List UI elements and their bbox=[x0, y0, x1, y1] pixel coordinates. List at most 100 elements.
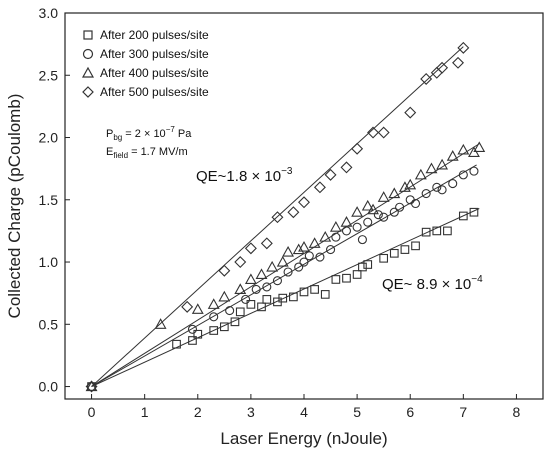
data-point-circle bbox=[251, 284, 261, 294]
data-point-circle bbox=[437, 185, 447, 195]
data-point-triangle bbox=[207, 298, 220, 309]
data-point-triangle bbox=[340, 216, 353, 227]
data-point-diamond bbox=[351, 142, 364, 155]
field-annotation: Efield = 1.7 MV/m bbox=[106, 146, 188, 160]
data-point-circle bbox=[469, 166, 479, 176]
data-point-diamond bbox=[244, 242, 257, 255]
data-point-square bbox=[458, 211, 468, 221]
data-point-circle bbox=[326, 245, 336, 255]
data-point-diamond bbox=[234, 256, 247, 269]
data-point-square bbox=[469, 207, 479, 217]
legend-label-400: After 400 pulses/site bbox=[100, 66, 209, 80]
data-point-triangle bbox=[329, 221, 342, 232]
legend-marker-square bbox=[83, 30, 93, 40]
data-point-square bbox=[363, 260, 373, 269]
qe-annotation-low: QE~ 8.9 × 10−4 bbox=[382, 274, 483, 293]
x-tick-label: 3 bbox=[247, 404, 255, 420]
data-point-triangle bbox=[436, 158, 449, 170]
data-point-diamond bbox=[404, 106, 417, 119]
y-tick-label: 2.5 bbox=[39, 67, 59, 83]
data-point-triangle bbox=[351, 206, 364, 217]
data-point-triangle bbox=[425, 162, 438, 174]
data-point-triangle bbox=[191, 303, 204, 314]
data-point-triangle bbox=[255, 268, 268, 280]
data-point-square bbox=[278, 293, 288, 303]
data-point-triangle bbox=[398, 181, 411, 192]
x-tick-label: 4 bbox=[300, 404, 308, 420]
data-point-triangle bbox=[414, 168, 427, 180]
data-point-triangle bbox=[218, 290, 231, 302]
data-point-square bbox=[219, 322, 229, 332]
data-point-square bbox=[411, 241, 420, 251]
data-point-diamond bbox=[313, 181, 326, 194]
legend-marker-circle bbox=[82, 48, 94, 60]
data-point-square bbox=[262, 295, 272, 304]
data-point-square bbox=[188, 336, 197, 345]
data-point-square bbox=[389, 248, 399, 258]
data-point-triangle bbox=[234, 283, 247, 294]
data-point-circle bbox=[357, 235, 367, 245]
data-point-diamond bbox=[367, 126, 380, 139]
data-point-square bbox=[235, 307, 245, 317]
data-point-square bbox=[299, 287, 309, 297]
data-point-triangle bbox=[388, 187, 401, 199]
data-point-circle bbox=[272, 276, 282, 286]
data-point-circle bbox=[432, 182, 442, 192]
data-point-triangle bbox=[85, 380, 98, 392]
data-point-triangle bbox=[244, 273, 257, 285]
data-point-square bbox=[257, 302, 266, 312]
fit-lines bbox=[91, 46, 480, 388]
data-point-square bbox=[209, 326, 219, 335]
data-point-triangle bbox=[276, 255, 289, 267]
data-point-circle bbox=[379, 212, 389, 222]
data-point-circle bbox=[187, 324, 198, 334]
legend: After 200 pulses/site After 300 pulses/s… bbox=[81, 28, 209, 99]
data-point-diamond bbox=[85, 380, 98, 393]
data-point-circle bbox=[341, 226, 352, 236]
x-tick-label: 0 bbox=[88, 404, 96, 420]
data-point-circle bbox=[389, 207, 399, 217]
data-point-circle bbox=[241, 294, 251, 304]
data-point-circle bbox=[209, 312, 219, 322]
data-point-square bbox=[193, 329, 203, 339]
x-tick-label: 2 bbox=[194, 404, 202, 420]
y-tick-label: 3.0 bbox=[39, 5, 59, 21]
axis-ticks: 0 1 2 3 4 5 6 7 8 0.0 0.5 1.0 1.5 2.0 2.5 3.0 bbox=[39, 5, 521, 420]
qe-annotation-high: QE~1.8 × 10−3 bbox=[196, 166, 293, 185]
data-point-diamond bbox=[436, 61, 449, 74]
fit-line bbox=[91, 208, 480, 388]
data-point-triangle bbox=[361, 199, 374, 211]
data-point-square bbox=[379, 253, 389, 263]
data-point-circle bbox=[373, 210, 383, 220]
data-point-square bbox=[443, 226, 452, 236]
x-tick-label: 7 bbox=[459, 404, 467, 420]
fit-line bbox=[91, 164, 477, 387]
data-point-square bbox=[421, 227, 431, 237]
data-point-diamond bbox=[377, 126, 390, 139]
legend-label-200: After 200 pulses/site bbox=[100, 28, 209, 42]
x-tick-label: 5 bbox=[353, 404, 361, 420]
data-point-square bbox=[352, 270, 362, 279]
data-point-diamond bbox=[324, 168, 337, 181]
legend-label-500: After 500 pulses/site bbox=[100, 85, 209, 99]
y-tick-label: 1.0 bbox=[39, 254, 59, 270]
data-point-triangle bbox=[457, 143, 470, 155]
x-tick-label: 8 bbox=[513, 404, 521, 420]
legend-label-300: After 300 pulses/site bbox=[100, 47, 209, 61]
data-point-triangle bbox=[367, 203, 379, 215]
data-point-circle bbox=[421, 188, 431, 199]
data-point-triangle bbox=[282, 245, 295, 257]
data-point-triangle bbox=[292, 243, 305, 255]
data-point-diamond bbox=[271, 211, 284, 224]
data-point-diamond bbox=[260, 237, 273, 250]
data-point-circle bbox=[352, 222, 362, 232]
x-tick-label: 6 bbox=[406, 404, 414, 420]
y-tick-label: 0.0 bbox=[39, 379, 59, 395]
data-point-circle bbox=[225, 306, 235, 316]
data-point-square bbox=[172, 339, 181, 349]
data-point-square bbox=[230, 317, 240, 327]
x-tick-label: 1 bbox=[141, 404, 149, 420]
legend-marker-diamond bbox=[82, 86, 94, 98]
